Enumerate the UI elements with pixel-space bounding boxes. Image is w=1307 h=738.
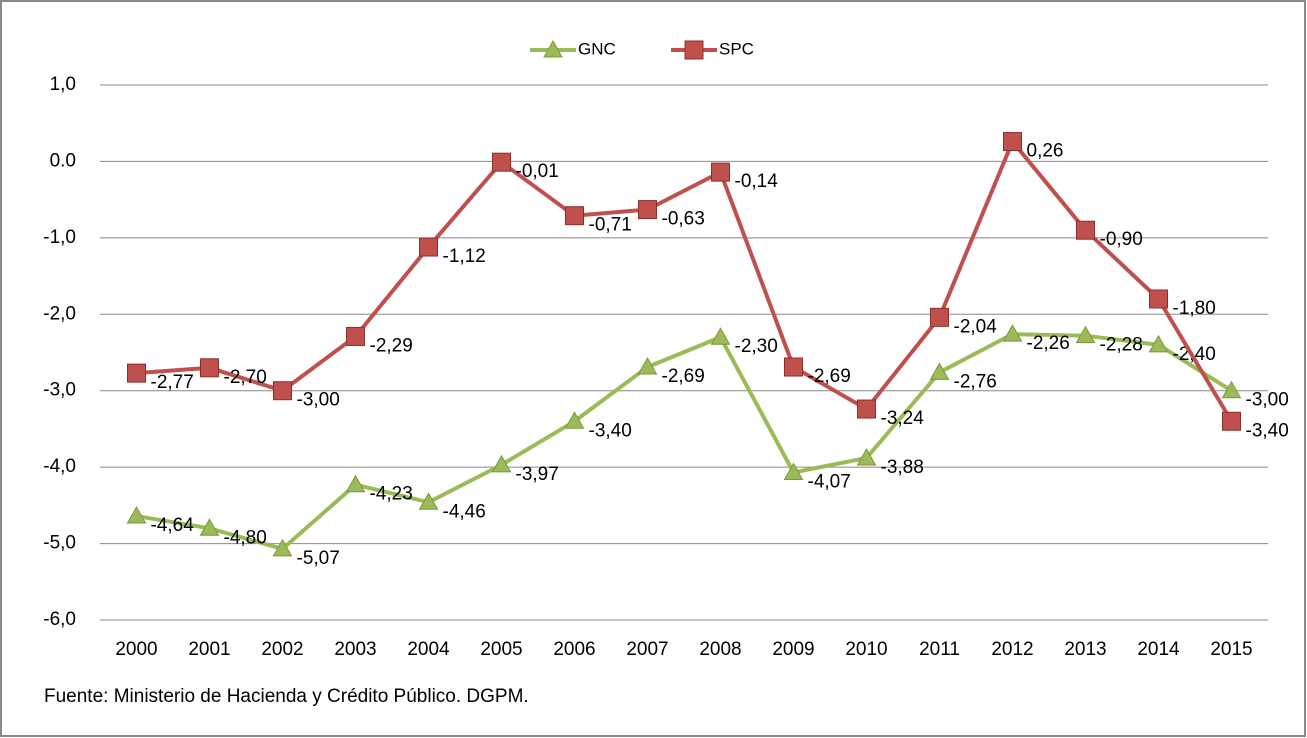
data-point bbox=[1222, 411, 1241, 431]
data-label: -3,40 bbox=[589, 420, 632, 441]
data-label: -4,23 bbox=[370, 484, 413, 505]
data-point bbox=[1149, 289, 1168, 309]
y-tick-label: -5,0 bbox=[43, 533, 76, 554]
data-label: -2,69 bbox=[808, 366, 851, 387]
data-point bbox=[711, 162, 730, 182]
x-tick-label: 2006 bbox=[553, 639, 595, 660]
data-point bbox=[1003, 132, 1022, 152]
source-note: Fuente: Ministerio de Hacienda y Crédito… bbox=[44, 686, 529, 707]
data-point bbox=[857, 399, 876, 419]
data-point bbox=[273, 381, 292, 401]
x-tick-label: 2013 bbox=[1064, 639, 1106, 660]
data-point bbox=[419, 237, 438, 257]
series-line bbox=[136, 332, 1233, 552]
x-tick-label: 2002 bbox=[261, 639, 303, 660]
x-tick-label: 2007 bbox=[626, 639, 668, 660]
data-label: -2,04 bbox=[954, 316, 998, 337]
y-tick-label: 1,0 bbox=[50, 74, 76, 95]
data-point bbox=[638, 200, 657, 220]
y-tick-label: -1,0 bbox=[43, 227, 76, 248]
data-point bbox=[492, 152, 511, 172]
data-label: -4,80 bbox=[224, 527, 267, 548]
data-label: -3,88 bbox=[881, 457, 924, 478]
data-point bbox=[929, 362, 950, 380]
data-label: -2,28 bbox=[1100, 335, 1143, 356]
data-point bbox=[1221, 380, 1242, 399]
data-point bbox=[564, 411, 585, 429]
data-label: -2,40 bbox=[1173, 344, 1216, 365]
data-label: -2,30 bbox=[735, 336, 778, 357]
data-label: -0,14 bbox=[735, 171, 779, 192]
y-tick-label: -3,0 bbox=[43, 380, 76, 401]
data-label: 0,26 bbox=[1027, 141, 1064, 162]
data-label: -3,00 bbox=[297, 390, 340, 411]
data-label: -2,26 bbox=[1027, 333, 1070, 354]
x-tick-label: 2010 bbox=[845, 639, 887, 660]
data-label: -0,01 bbox=[516, 161, 559, 182]
x-tick-label: 2012 bbox=[991, 639, 1033, 660]
data-label: -2,77 bbox=[151, 372, 194, 393]
data-point bbox=[565, 206, 584, 226]
data-point bbox=[1076, 220, 1095, 240]
y-tick-label: -2,0 bbox=[43, 303, 76, 324]
data-label: -4,64 bbox=[151, 515, 195, 536]
data-point bbox=[199, 518, 220, 536]
x-tick-label: 2005 bbox=[480, 639, 522, 660]
data-point bbox=[200, 358, 219, 378]
data-point bbox=[637, 357, 658, 375]
x-tick-label: 2004 bbox=[407, 639, 450, 660]
data-label: -1,80 bbox=[1173, 298, 1216, 319]
x-tick-label: 2009 bbox=[772, 639, 814, 660]
y-tick-label: -6,0 bbox=[43, 609, 76, 630]
legend-label: SPC bbox=[719, 39, 754, 58]
data-label: -0,90 bbox=[1100, 229, 1143, 250]
x-tick-label: 2008 bbox=[699, 639, 741, 660]
data-label: -3,24 bbox=[881, 408, 925, 429]
data-label: -5,07 bbox=[297, 548, 340, 569]
data-point bbox=[783, 462, 804, 480]
data-point bbox=[1002, 324, 1023, 342]
data-point bbox=[345, 474, 366, 493]
data-point bbox=[784, 357, 803, 377]
x-tick-label: 2000 bbox=[115, 639, 157, 660]
data-point bbox=[930, 307, 949, 327]
data-label: -0,71 bbox=[589, 215, 632, 236]
data-point bbox=[418, 492, 439, 510]
data-label: -3,00 bbox=[1246, 390, 1289, 411]
series-line bbox=[136, 137, 1234, 423]
x-tick-label: 2014 bbox=[1137, 639, 1180, 660]
data-label: -2,29 bbox=[370, 335, 413, 356]
data-label: -1,12 bbox=[443, 246, 486, 267]
data-label: -4,07 bbox=[808, 472, 851, 493]
y-tick-label: 0.0 bbox=[50, 150, 76, 171]
legend-label: GNC bbox=[578, 39, 616, 58]
data-label: -3,97 bbox=[516, 464, 559, 485]
data-point bbox=[127, 363, 146, 383]
y-tick-label: -4,0 bbox=[43, 456, 76, 477]
legend-marker bbox=[684, 40, 704, 60]
data-label: -2,69 bbox=[662, 366, 705, 387]
data-point bbox=[856, 447, 877, 466]
data-label: -2,70 bbox=[224, 367, 267, 388]
x-tick-label: 2001 bbox=[188, 639, 230, 660]
data-point bbox=[1148, 334, 1169, 353]
data-label: -2,76 bbox=[954, 371, 997, 392]
data-point bbox=[491, 454, 512, 473]
legend-marker bbox=[543, 39, 563, 58]
data-point bbox=[126, 506, 147, 524]
data-label: -3,40 bbox=[1246, 420, 1289, 441]
data-label: -4,46 bbox=[443, 501, 486, 522]
data-point bbox=[346, 326, 365, 346]
x-tick-label: 2003 bbox=[334, 639, 376, 660]
data-label: -0,63 bbox=[662, 209, 705, 230]
data-point bbox=[272, 538, 293, 557]
data-point bbox=[710, 327, 731, 345]
x-tick-label: 2015 bbox=[1210, 639, 1252, 660]
x-tick-label: 2011 bbox=[919, 639, 960, 660]
data-point bbox=[1075, 325, 1096, 344]
